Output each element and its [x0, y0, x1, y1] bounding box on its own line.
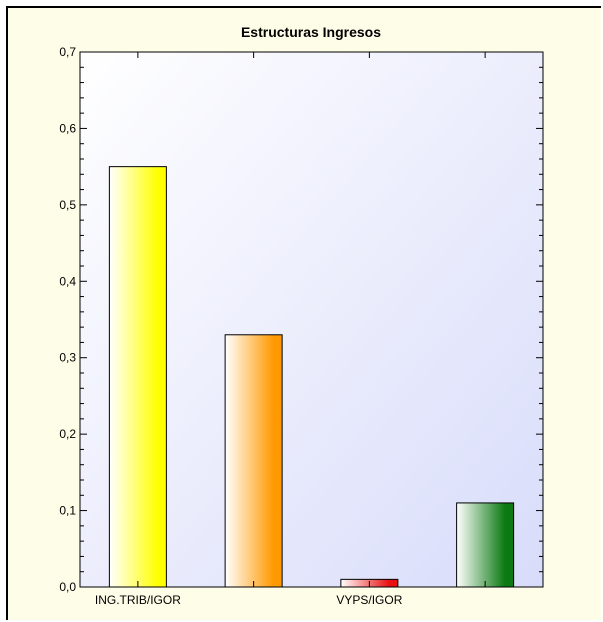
y-tick-label: 0,6 [59, 121, 76, 135]
bar [456, 502, 515, 588]
y-tick-label: 0,7 [59, 45, 76, 59]
x-tick-label: ING.TRIB/IGOR [95, 593, 181, 607]
x-tick-label: VYPS/IGOR [336, 593, 402, 607]
bar [224, 334, 283, 588]
y-tick-label: 0,2 [59, 427, 76, 441]
y-tick-label: 0,1 [59, 504, 76, 518]
y-tick-label: 0,3 [59, 351, 76, 365]
y-tick-label: 0,5 [59, 198, 76, 212]
chart-title: Estructuras Ingresos [241, 24, 381, 40]
bar [108, 166, 167, 588]
y-tick-label: 0,4 [59, 274, 76, 288]
y-tick-label: 0,0 [59, 580, 76, 594]
